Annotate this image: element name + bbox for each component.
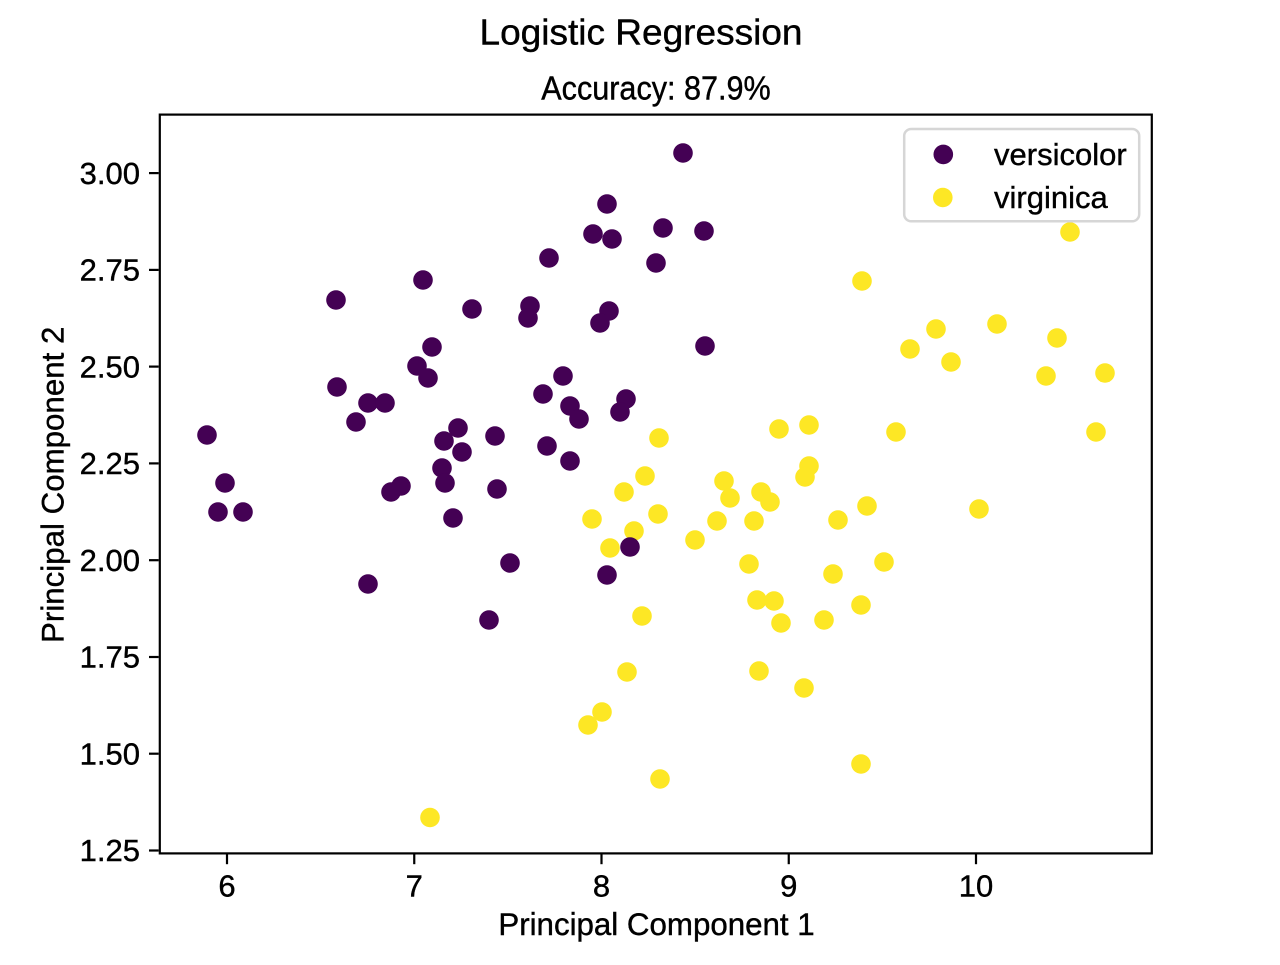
svg-text:Principal Component 2: Principal Component 2 — [36, 327, 71, 643]
svg-text:2.00: 2.00 — [80, 543, 140, 578]
svg-text:10: 10 — [959, 868, 993, 903]
svg-text:2.50: 2.50 — [80, 349, 140, 384]
svg-text:versicolor: versicolor — [994, 137, 1127, 172]
svg-text:Accuracy: 87.9%: Accuracy: 87.9% — [541, 70, 771, 107]
svg-text:3.00: 3.00 — [80, 156, 140, 191]
svg-text:8: 8 — [593, 868, 610, 903]
svg-text:Logistic Regression: Logistic Regression — [480, 12, 803, 53]
svg-text:1.75: 1.75 — [80, 640, 140, 675]
svg-text:9: 9 — [780, 868, 797, 903]
svg-text:2.75: 2.75 — [80, 253, 140, 288]
svg-text:1.50: 1.50 — [80, 736, 140, 771]
svg-text:Principal Component 1: Principal Component 1 — [498, 907, 814, 942]
svg-text:6: 6 — [218, 868, 235, 903]
svg-text:1.25: 1.25 — [80, 833, 140, 868]
svg-text:virginica: virginica — [994, 180, 1108, 215]
svg-text:2.25: 2.25 — [80, 446, 140, 481]
svg-text:7: 7 — [406, 868, 423, 903]
